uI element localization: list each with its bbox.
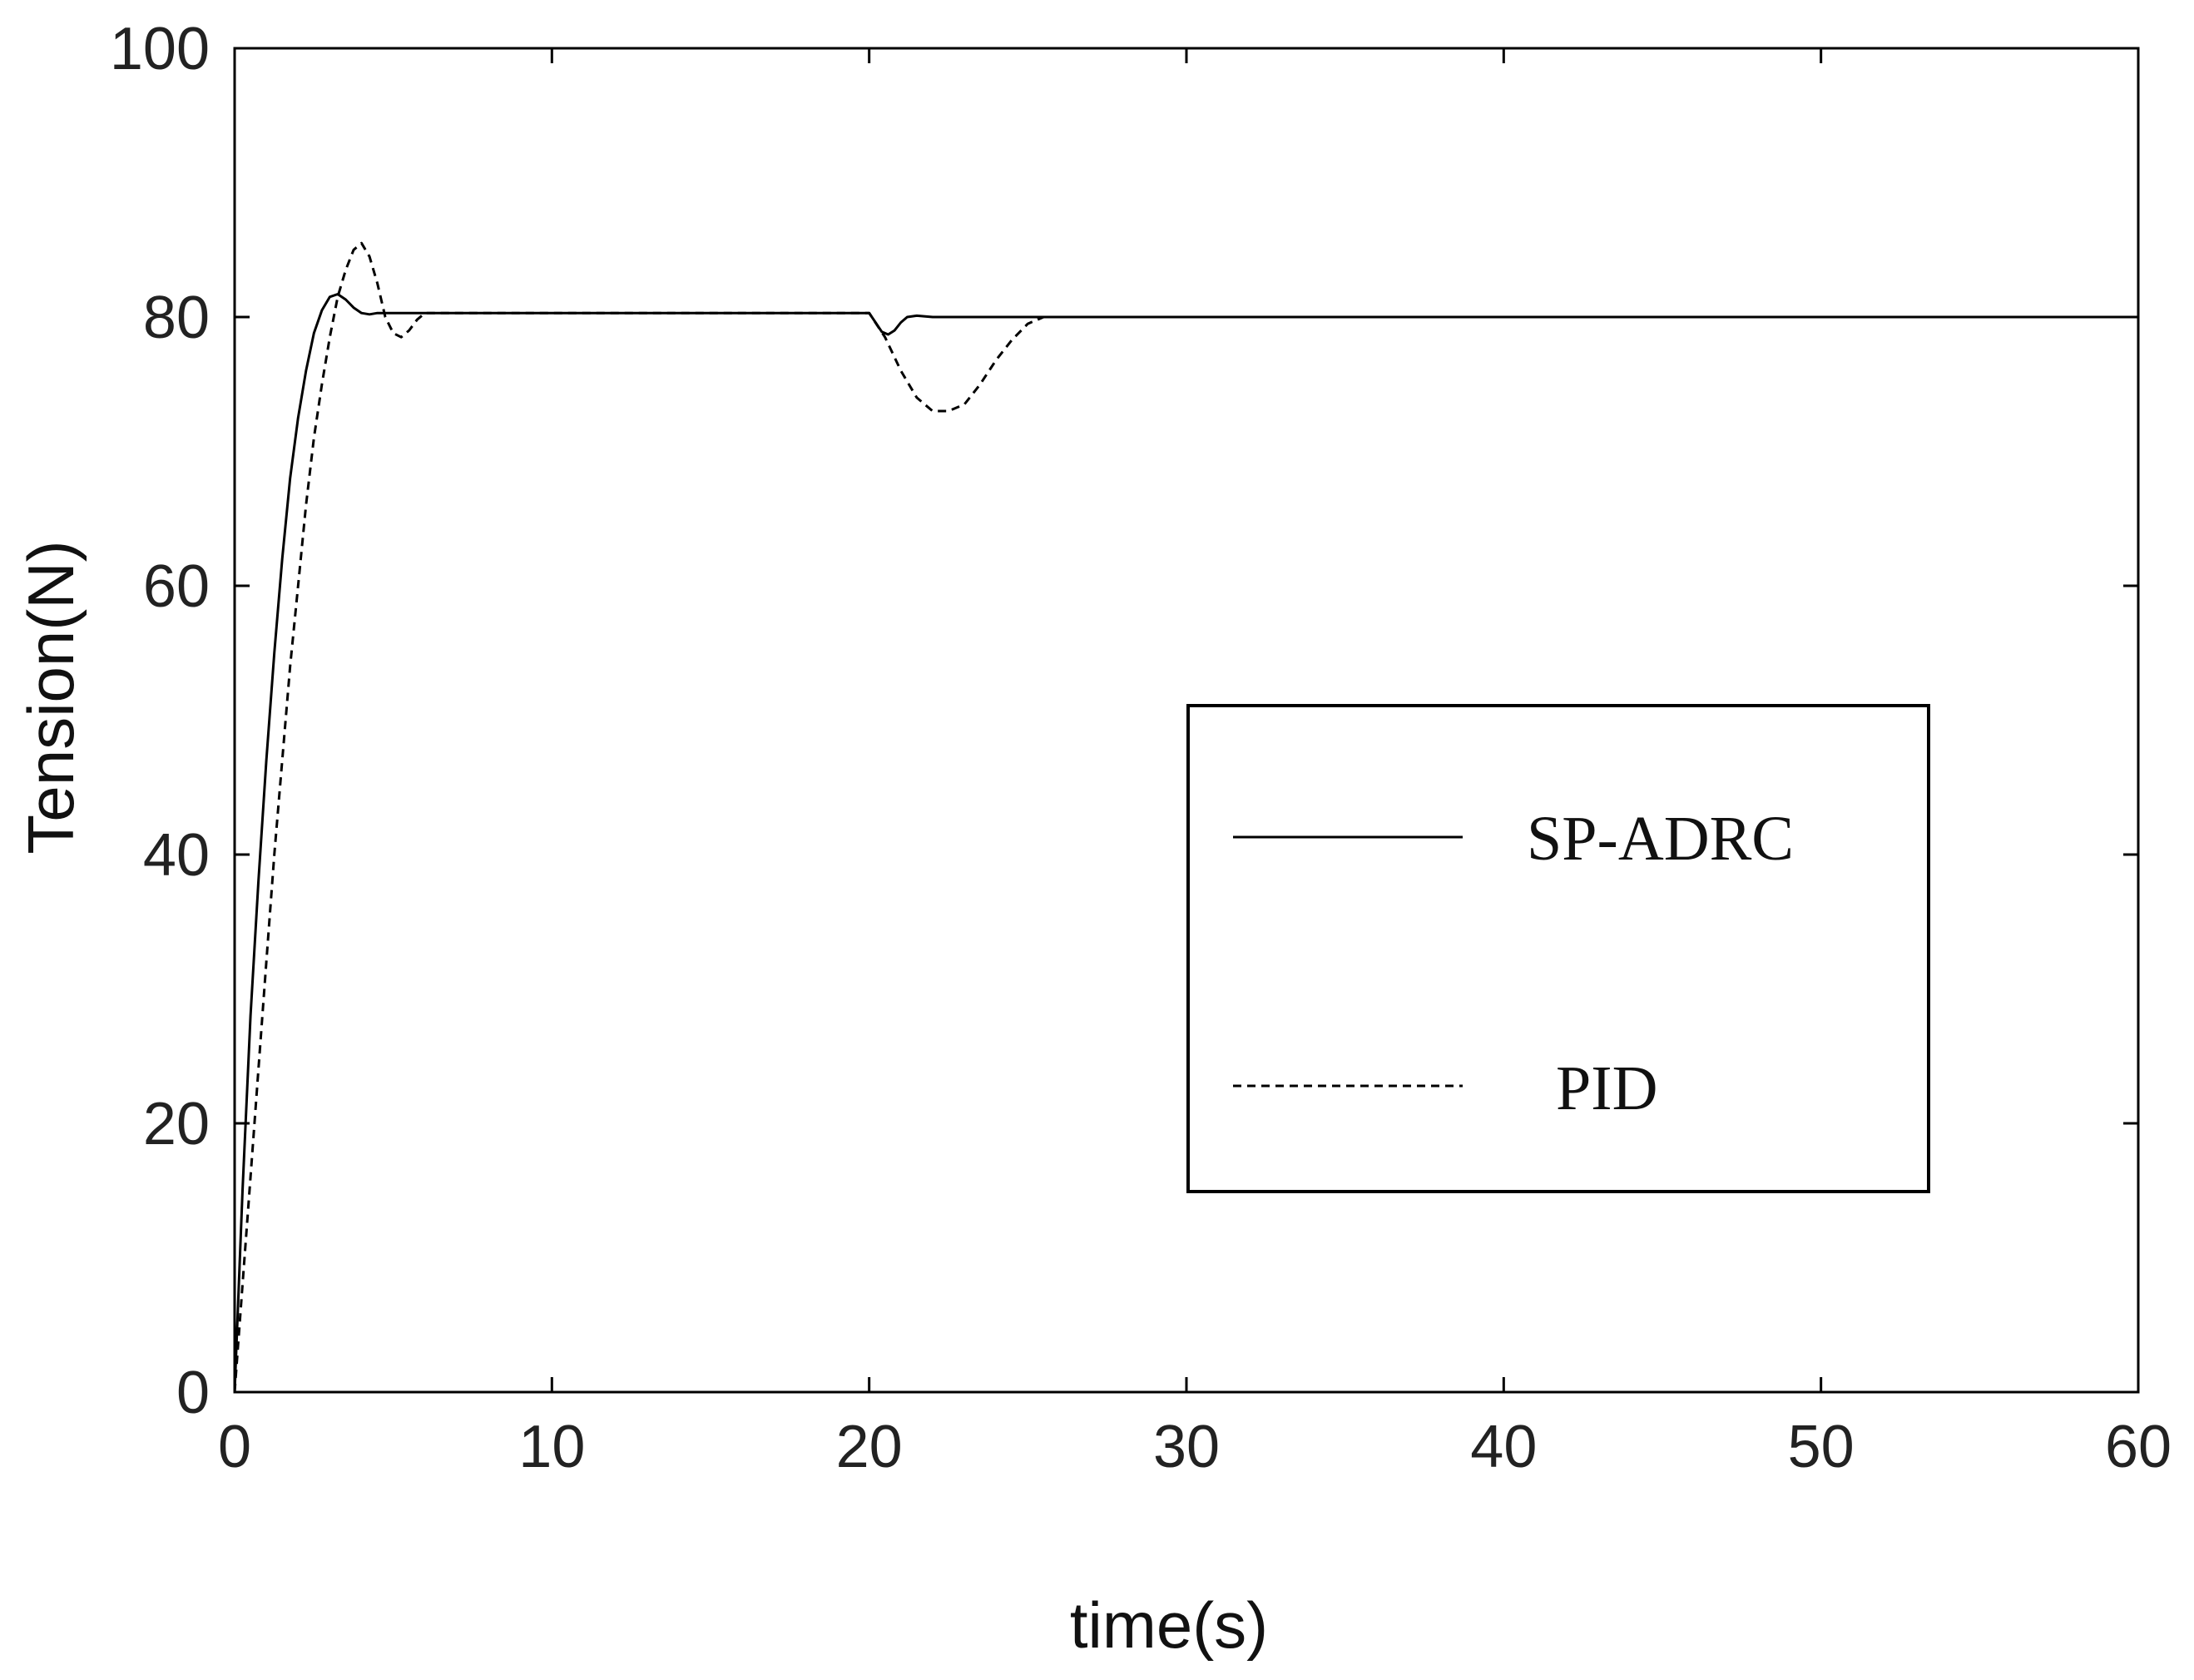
x-tick-label: 10 bbox=[518, 1414, 585, 1480]
y-tick-labels: 0 20 40 60 80 100 bbox=[110, 16, 210, 1426]
legend-label-sp-adrc: SP-ADRC bbox=[1527, 804, 1794, 874]
x-tick-label: 30 bbox=[1153, 1414, 1220, 1480]
y-tick-label: 100 bbox=[110, 16, 210, 82]
legend-label-pid: PID bbox=[1556, 1053, 1657, 1123]
x-tick-label: 40 bbox=[1470, 1414, 1537, 1480]
y-tick-label: 40 bbox=[143, 822, 210, 889]
x-tick-labels: 0 10 20 30 40 50 60 bbox=[218, 1414, 2172, 1480]
y-tick-label: 0 bbox=[176, 1360, 210, 1426]
series-lines bbox=[233, 241, 2138, 1393]
y-tick-label: 60 bbox=[143, 553, 210, 620]
x-tick-label: 60 bbox=[2105, 1414, 2172, 1480]
axes-frame bbox=[233, 47, 2140, 1394]
y-tick-label: 20 bbox=[143, 1091, 210, 1157]
legend: SP-ADRC PID bbox=[1186, 704, 1930, 1193]
x-tick-label: 20 bbox=[836, 1414, 903, 1480]
x-axis-label: time(s) bbox=[1070, 1588, 1268, 1662]
plot-area bbox=[233, 47, 2140, 1394]
series-line-pid bbox=[233, 241, 2138, 1393]
y-tick-label: 80 bbox=[143, 285, 210, 351]
x-tick-label: 0 bbox=[218, 1414, 251, 1480]
x-tick-label: 50 bbox=[1788, 1414, 1855, 1480]
y-axis-label: Tension(N) bbox=[14, 540, 87, 854]
legend-box bbox=[1186, 704, 1930, 1193]
